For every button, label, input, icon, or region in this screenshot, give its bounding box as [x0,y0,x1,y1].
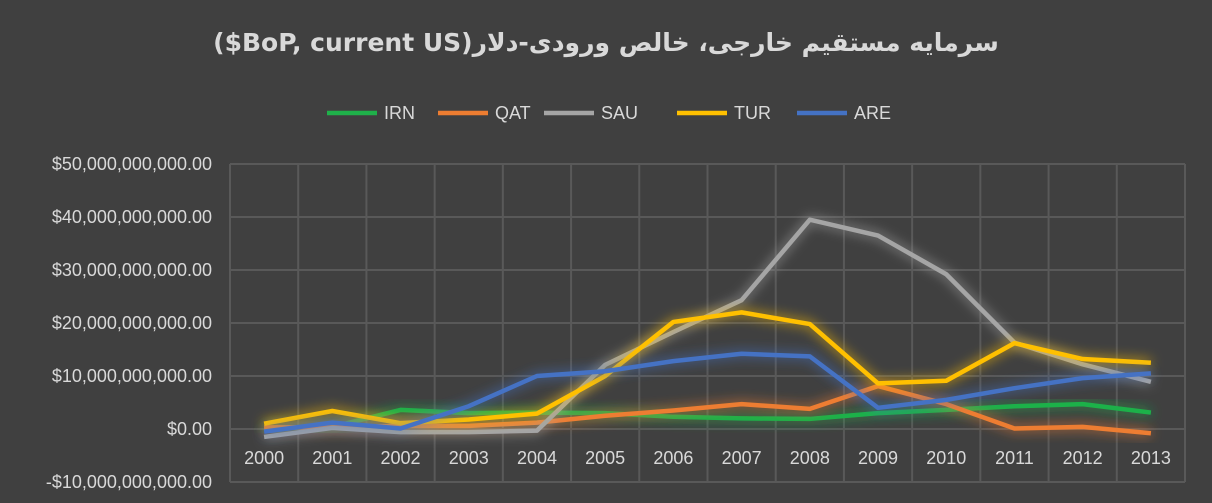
x-tick-label: 2010 [926,448,966,468]
y-tick-label: $50,000,000,000.00 [52,154,212,174]
legend-label: TUR [734,103,771,123]
legend-item-qat[interactable]: QAT [438,103,531,123]
x-tick-label: 2009 [858,448,898,468]
y-tick-label: $40,000,000,000.00 [52,207,212,227]
x-tick-label: 2003 [449,448,489,468]
x-tick-label: 2011 [995,448,1034,468]
y-tick-label: -$10,000,000,000.00 [46,472,212,492]
series-line-are [263,351,1152,434]
y-tick-label: $20,000,000,000.00 [52,313,212,333]
y-tick-label: $10,000,000,000.00 [52,366,212,386]
x-tick-label: 2008 [790,448,830,468]
y-tick-label: $0.00 [167,419,212,439]
legend-item-irn[interactable]: IRN [327,103,415,123]
legend-label: IRN [384,103,415,123]
legend-label: ARE [854,103,891,123]
x-tick-label: 2002 [381,448,421,468]
x-tick-label: 2001 [312,448,352,468]
legend-item-tur[interactable]: TUR [677,103,771,123]
legend-label: SAU [601,103,638,123]
x-tick-label: 2006 [653,448,693,468]
x-tick-label: 2005 [585,448,625,468]
y-tick-label: $30,000,000,000.00 [52,260,212,280]
legend-item-sau[interactable]: SAU [544,103,638,123]
x-tick-label: 2007 [722,448,762,468]
legend-label: QAT [495,103,531,123]
x-tick-label: 2000 [244,448,284,468]
legend-item-are[interactable]: ARE [797,103,891,123]
x-tick-label: 2013 [1131,448,1171,468]
x-tick-label: 2004 [517,448,557,468]
chart-title: سرمایه مستقیم خارجی، خالص ورودی-دلار(BoP… [213,28,999,57]
x-tick-label: 2012 [1063,448,1103,468]
series-line-irn [264,401,1152,431]
